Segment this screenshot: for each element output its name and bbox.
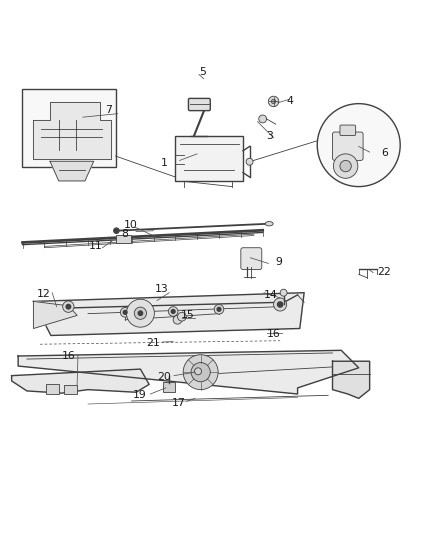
FancyBboxPatch shape [116,235,131,243]
Circle shape [280,289,287,296]
Text: 15: 15 [181,310,194,320]
Ellipse shape [265,222,273,226]
Circle shape [114,228,119,233]
Text: 4: 4 [287,96,293,107]
Circle shape [191,362,210,382]
Circle shape [138,311,143,316]
Text: 8: 8 [122,229,129,239]
Text: 12: 12 [37,288,50,298]
Circle shape [177,312,186,321]
Text: 5: 5 [199,67,206,77]
Circle shape [120,308,130,317]
Text: 9: 9 [276,257,283,267]
FancyBboxPatch shape [332,132,363,160]
Text: 3: 3 [266,131,272,141]
Circle shape [194,368,201,375]
Polygon shape [50,161,94,181]
FancyBboxPatch shape [241,248,262,270]
Circle shape [63,301,74,312]
Polygon shape [18,350,359,394]
Circle shape [317,103,400,187]
FancyBboxPatch shape [64,385,77,394]
Circle shape [173,316,182,324]
Circle shape [183,354,218,390]
FancyBboxPatch shape [175,135,243,181]
Circle shape [168,306,178,316]
Text: 22: 22 [377,266,391,277]
Text: 16: 16 [267,329,280,339]
Text: 17: 17 [172,398,186,408]
FancyBboxPatch shape [21,89,116,167]
FancyBboxPatch shape [162,382,175,392]
Circle shape [268,96,279,107]
Polygon shape [33,293,304,335]
Circle shape [340,160,351,172]
Polygon shape [332,361,370,398]
Text: 21: 21 [146,338,159,348]
Text: 7: 7 [106,105,113,115]
Polygon shape [32,102,111,159]
Circle shape [66,304,71,309]
Text: 6: 6 [381,148,389,158]
Circle shape [246,158,253,165]
Circle shape [259,115,267,123]
Circle shape [272,99,276,103]
Circle shape [333,154,358,179]
Circle shape [217,308,221,311]
Text: 10: 10 [124,220,138,230]
Circle shape [127,299,154,327]
Circle shape [123,310,127,314]
Polygon shape [33,302,77,328]
Text: 16: 16 [61,351,75,361]
Text: 11: 11 [89,240,103,251]
Text: 13: 13 [155,284,168,294]
FancyBboxPatch shape [188,99,210,111]
Text: 1: 1 [161,158,168,167]
Circle shape [171,310,175,313]
FancyBboxPatch shape [340,125,356,135]
Text: 20: 20 [158,372,171,382]
Text: 14: 14 [264,290,277,300]
Circle shape [134,307,147,319]
Text: 19: 19 [133,390,146,400]
Circle shape [274,298,287,311]
FancyBboxPatch shape [46,384,59,393]
Circle shape [278,302,283,307]
Circle shape [214,304,224,314]
Polygon shape [12,369,149,393]
